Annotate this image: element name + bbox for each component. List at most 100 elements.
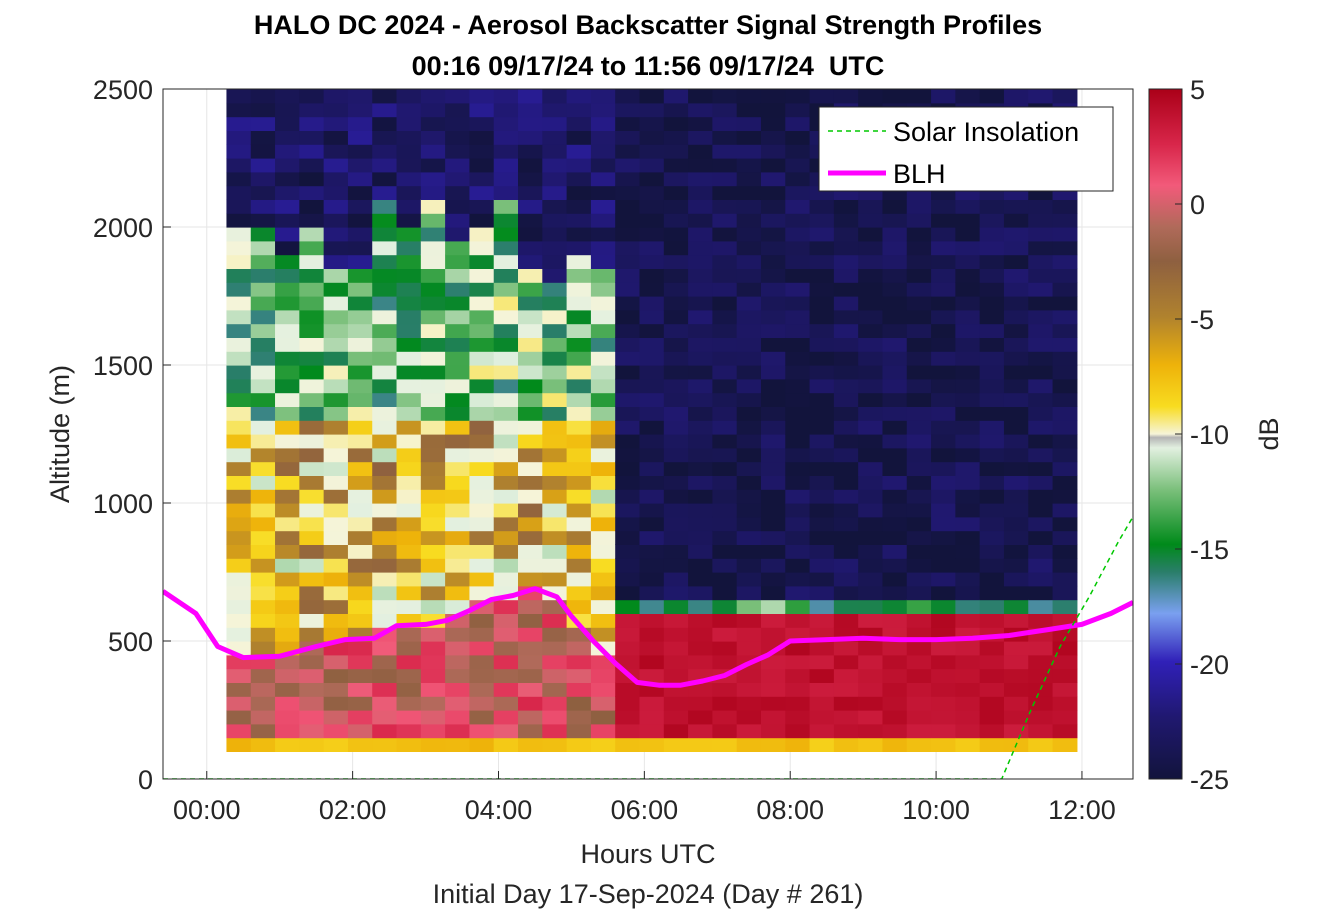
heatmap-cell: [1028, 489, 1054, 504]
heatmap-cell: [347, 475, 373, 490]
heatmap-cell: [1003, 89, 1029, 104]
heatmap-cell: [760, 116, 786, 131]
heatmap-cell: [493, 406, 519, 421]
heatmap-cell: [931, 641, 956, 656]
heatmap-cell: [493, 696, 519, 711]
heatmap-cell: [639, 158, 665, 173]
heatmap-cell: [445, 296, 471, 311]
heatmap-cell: [590, 461, 616, 476]
heatmap-cell: [420, 461, 446, 476]
heatmap-cell: [1003, 365, 1029, 380]
heatmap-cell: [372, 144, 398, 159]
heatmap-cell: [323, 254, 349, 269]
heatmap-cell: [736, 585, 762, 601]
heatmap-cell: [420, 240, 446, 256]
heatmap-cell: [445, 116, 471, 131]
heatmap-cell: [931, 558, 956, 573]
heatmap-cell: [1028, 392, 1054, 407]
heatmap-cell: [542, 116, 568, 131]
heatmap-cell: [566, 351, 592, 366]
heatmap-cell: [542, 296, 568, 311]
heatmap-cell: [639, 668, 665, 683]
heatmap-cell: [250, 406, 276, 421]
heatmap-cell: [493, 337, 519, 352]
heatmap-cell: [299, 696, 325, 711]
heatmap-cell: [663, 392, 689, 407]
heatmap-cell: [882, 613, 908, 628]
heatmap-cell: [955, 530, 981, 545]
heatmap-cell: [712, 503, 738, 518]
heatmap-cell: [615, 420, 641, 435]
legend-box: [818, 106, 1114, 192]
heatmap-cell: [809, 530, 835, 545]
heatmap-cell: [590, 378, 616, 394]
heatmap-cell: [566, 737, 592, 752]
heatmap-cell: [445, 378, 471, 394]
heatmap-cell: [688, 89, 713, 104]
heatmap-cell: [833, 461, 859, 476]
heatmap-cell: [275, 434, 300, 449]
heatmap-cell: [809, 392, 835, 407]
heatmap-cell: [250, 613, 276, 628]
heatmap-cell: [250, 158, 276, 173]
heatmap-cell: [906, 461, 932, 476]
heatmap-cell: [760, 420, 786, 435]
heatmap-cell: [347, 130, 373, 145]
heatmap-cell: [688, 627, 713, 642]
heatmap-cell: [323, 213, 349, 228]
heatmap-cell: [833, 447, 859, 463]
heatmap-cell: [493, 240, 519, 256]
heatmap-cell: [906, 668, 932, 683]
heatmap-cell: [615, 351, 641, 366]
heatmap-cell: [420, 144, 446, 159]
heatmap-cell: [275, 503, 300, 518]
heatmap-cell: [736, 116, 762, 131]
heatmap-cell: [226, 434, 252, 449]
heatmap-cell: [493, 627, 519, 642]
x-tick-label: 00:00: [173, 795, 241, 825]
heatmap-cell: [809, 254, 835, 269]
heatmap-cell: [226, 227, 252, 242]
heatmap-cell: [663, 544, 689, 559]
heatmap-cell: [299, 323, 325, 338]
heatmap-cell: [275, 158, 300, 173]
heatmap-cell: [323, 696, 349, 711]
heatmap-cell: [712, 102, 738, 118]
heatmap-cell: [566, 654, 592, 670]
heatmap-cell: [299, 585, 325, 601]
heatmap-cell: [712, 420, 738, 435]
heatmap-cell: [420, 585, 446, 601]
heatmap-cell: [785, 365, 811, 380]
heatmap-cell: [906, 365, 932, 380]
heatmap-cell: [736, 227, 762, 242]
heatmap-cell: [615, 213, 641, 228]
heatmap-cell: [1052, 572, 1078, 587]
heatmap-cell: [615, 296, 641, 311]
heatmap-cell: [250, 323, 276, 338]
heatmap-cell: [736, 447, 762, 463]
heatmap-cell: [542, 171, 568, 187]
heatmap-cell: [226, 158, 252, 173]
heatmap-cell: [590, 227, 616, 242]
heatmap-cell: [858, 737, 884, 752]
heatmap-cell: [299, 296, 325, 311]
heatmap-cell: [688, 309, 713, 325]
heatmap-cell: [542, 489, 568, 504]
heatmap-cell: [420, 365, 446, 380]
heatmap-cell: [785, 254, 811, 269]
heatmap-cell: [906, 530, 932, 545]
colorbar-tick-label: -20: [1190, 650, 1229, 680]
heatmap-cell: [615, 227, 641, 242]
heatmap-cell: [760, 227, 786, 242]
heatmap-cell: [275, 489, 300, 504]
heatmap-cell: [372, 296, 398, 311]
heatmap-cell: [323, 116, 349, 131]
heatmap-cell: [469, 710, 495, 725]
heatmap-cell: [882, 599, 908, 614]
heatmap-cell: [882, 641, 908, 656]
heatmap-cell: [323, 199, 349, 214]
heatmap-cell: [299, 337, 325, 352]
heatmap-cell: [469, 558, 495, 573]
heatmap-cell: [420, 516, 446, 532]
heatmap-cell: [809, 406, 835, 421]
